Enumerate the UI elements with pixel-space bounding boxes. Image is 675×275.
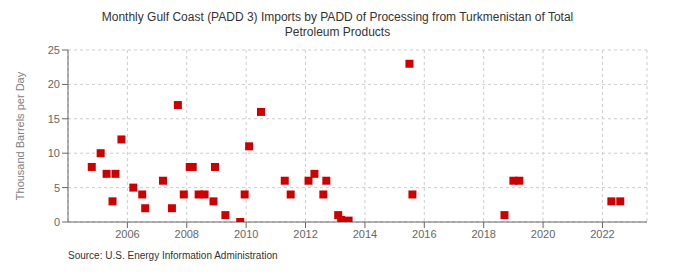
html-text:Monthly Gulf Coast (PADD 3) Im: Monthly Gulf Coast (PADD 3) Imports by P… xyxy=(101,10,574,24)
svg-text:2022: 2022 xyxy=(590,228,614,240)
svg-text:2006: 2006 xyxy=(115,228,139,240)
svg-text:10: 10 xyxy=(48,147,60,159)
svg-text:0: 0 xyxy=(54,216,60,228)
svg-text:25: 25 xyxy=(48,44,60,56)
svg-text:2008: 2008 xyxy=(175,228,199,240)
svg-text:15: 15 xyxy=(48,113,60,125)
svg-text:20: 20 xyxy=(48,78,60,90)
svg-text:2016: 2016 xyxy=(412,228,436,240)
svg-text:2010: 2010 xyxy=(234,228,258,240)
svg-text:2020: 2020 xyxy=(531,228,555,240)
svg-text:2018: 2018 xyxy=(471,228,495,240)
html-text:Source: U.S. Energy Informatio: Source: U.S. Energy Information Administ… xyxy=(68,250,278,261)
svg-text:2012: 2012 xyxy=(293,228,317,240)
html-text:Petroleum Products: Petroleum Products xyxy=(284,25,391,39)
svg-text:Thousand Barrels per Day: Thousand Barrels per Day xyxy=(14,71,26,200)
svg-text:5: 5 xyxy=(54,182,60,194)
svg-text:2014: 2014 xyxy=(353,228,377,240)
